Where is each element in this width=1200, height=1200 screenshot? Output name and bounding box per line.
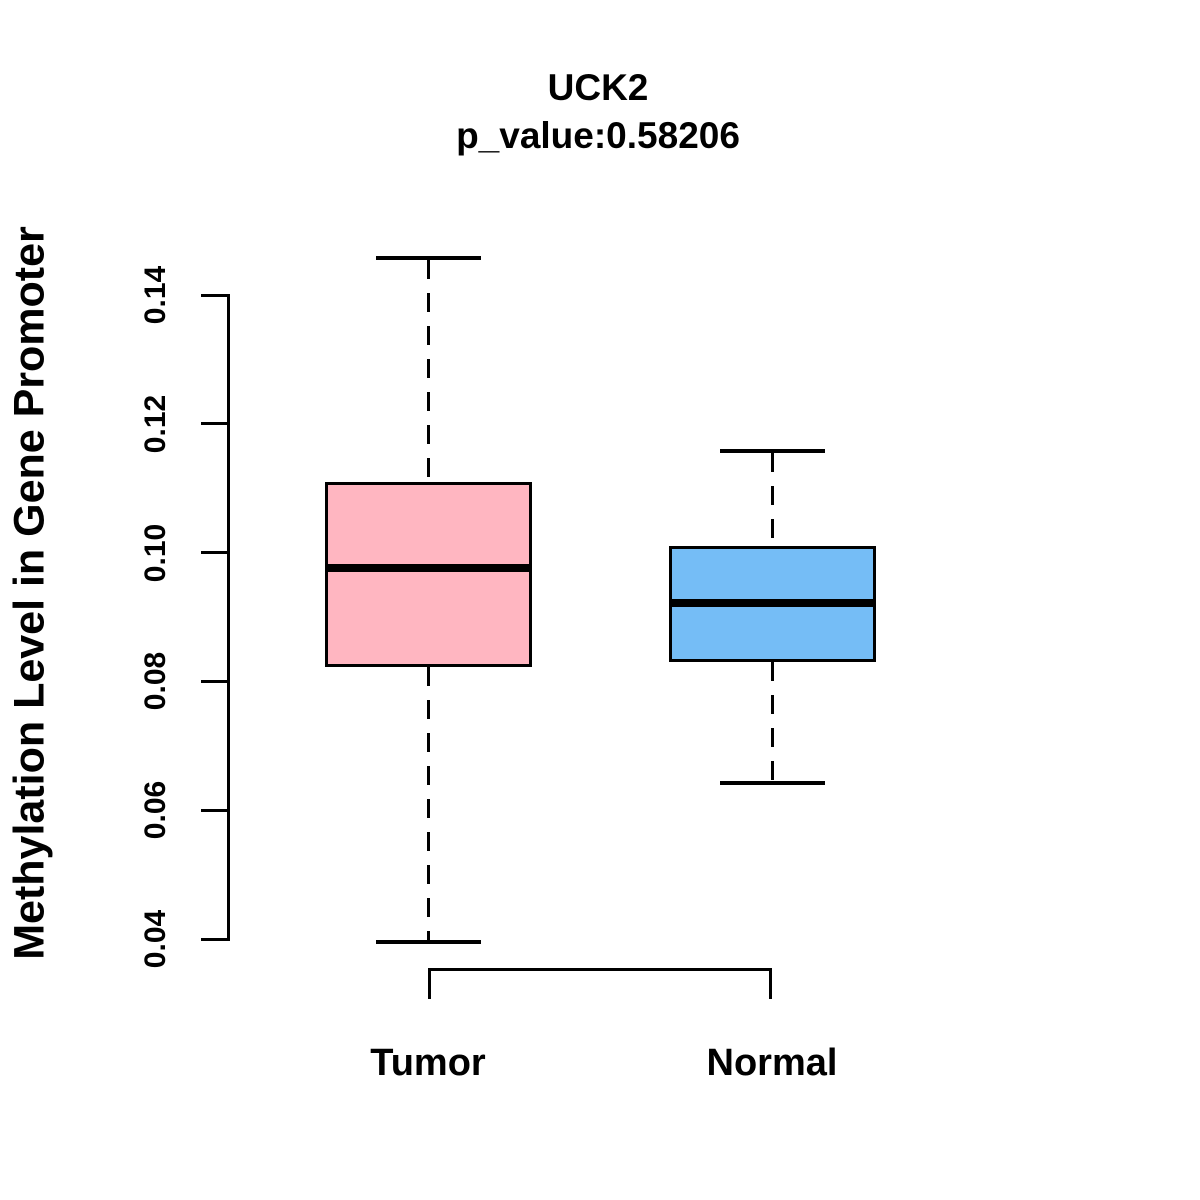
- upper-whisker-cap: [719, 448, 825, 453]
- x-axis-tick-right: [769, 968, 772, 999]
- x-axis-label-normal: Normal: [706, 1042, 838, 1084]
- y-axis-tick: [201, 679, 230, 683]
- lower-whisker-cap: [375, 940, 481, 945]
- y-axis-tick-label-text: 0.14: [139, 265, 172, 325]
- chart-subtitle-pvalue: p_value:0.58206: [456, 115, 740, 156]
- lower-whisker-line: [770, 662, 774, 782]
- lower-whisker-line: [426, 667, 430, 941]
- x-axis-tick-left: [428, 968, 431, 999]
- chart-title-block: UCK2 p_value:0.58206: [230, 64, 966, 160]
- y-axis-tick-label-text: 0.04: [139, 909, 172, 969]
- x-axis-label-tumor: Tumor: [370, 1042, 486, 1084]
- y-axis-tick: [201, 422, 230, 426]
- y-axis-tick-label-text: 0.08: [139, 652, 172, 711]
- y-axis-tick: [201, 293, 230, 297]
- y-axis-tick: [201, 808, 230, 812]
- lower-whisker-cap: [719, 781, 825, 786]
- upper-whisker-line: [770, 452, 774, 547]
- upper-whisker-cap: [375, 256, 481, 261]
- x-axis-line: [428, 968, 772, 971]
- upper-whisker-line: [426, 260, 430, 483]
- median-line: [324, 564, 532, 573]
- y-axis-tick-label-text: 0.06: [139, 780, 172, 840]
- median-line: [668, 599, 876, 608]
- y-axis-tick-label-text: 0.12: [139, 394, 172, 453]
- y-axis-tick: [201, 551, 230, 555]
- y-axis-tick: [201, 937, 230, 941]
- y-axis-line: [227, 295, 230, 939]
- chart-title: UCK2: [547, 67, 649, 108]
- y-axis-tick-label-text: 0.10: [139, 523, 172, 582]
- y-axis-title-text: Methylation Level in Gene Promoter: [5, 226, 54, 960]
- iqr-box-tumor: [324, 482, 532, 668]
